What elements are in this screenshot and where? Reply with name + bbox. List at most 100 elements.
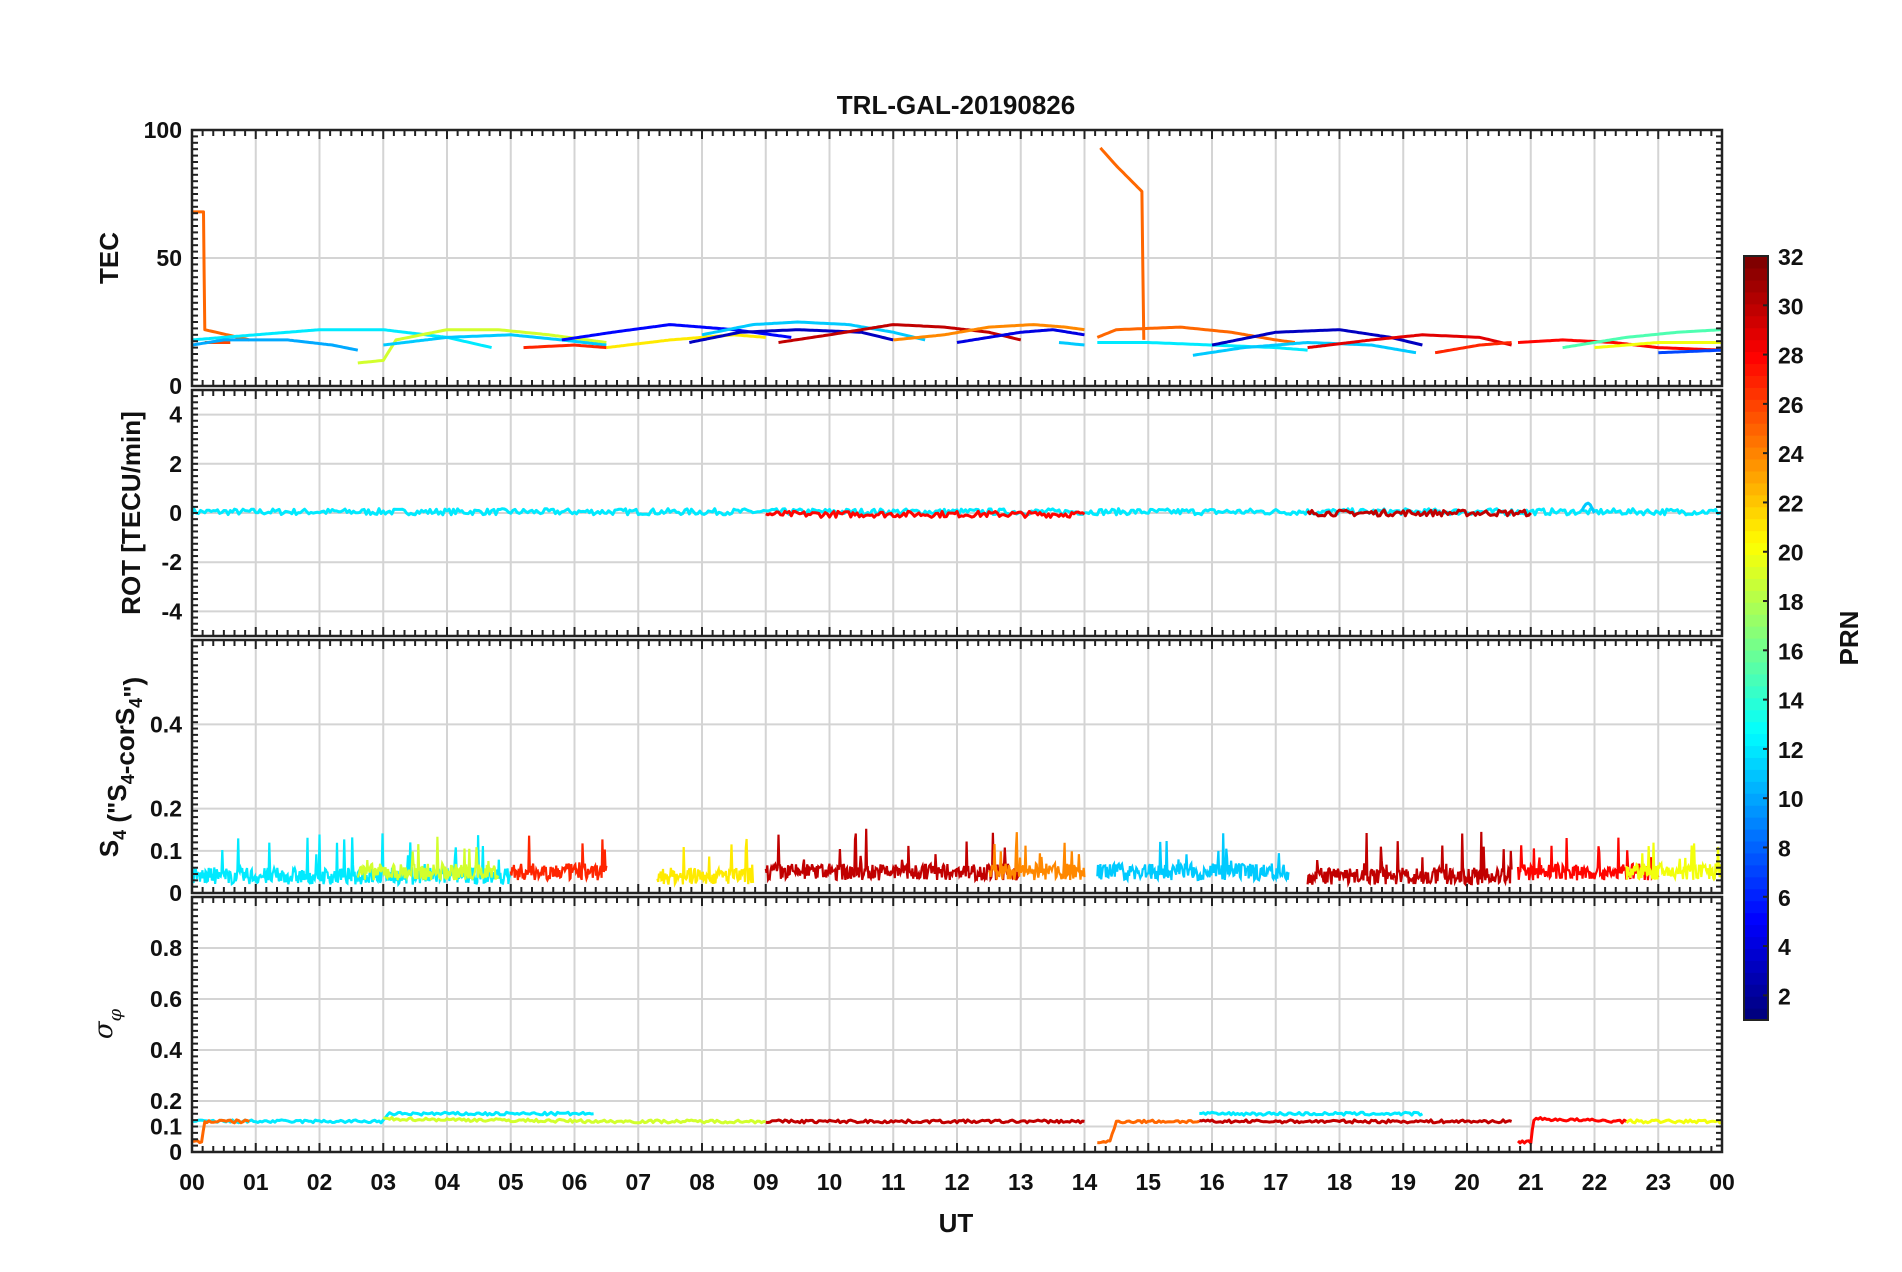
colorbar-segment xyxy=(1744,721,1768,735)
series-line-prn-27 xyxy=(523,343,607,350)
colorbar-segment xyxy=(1744,351,1768,365)
panels: 050100-4-202400.10.20.400.10.20.40.60.8T… xyxy=(89,117,1724,1165)
colorbar-tick-label: 10 xyxy=(1778,786,1804,812)
colorbar-segment xyxy=(1744,267,1768,281)
series-line-prn-11 xyxy=(701,320,926,342)
x-tick-label: 13 xyxy=(1008,1169,1034,1195)
x-tick-label: 21 xyxy=(1518,1169,1544,1195)
colorbar-segment xyxy=(1744,829,1768,842)
x-tick-label: 06 xyxy=(562,1169,588,1195)
colorbar-tick-label: 14 xyxy=(1778,688,1804,714)
colorbar-label: PRN xyxy=(1834,611,1864,666)
colorbar-segment xyxy=(1744,327,1768,341)
colorbar-segment xyxy=(1744,948,1768,961)
colorbar-segment xyxy=(1744,673,1768,687)
colorbar-segment xyxy=(1744,817,1768,830)
y-tick-label: 0.8 xyxy=(150,935,182,961)
colorbar-tick-label: 12 xyxy=(1778,737,1804,763)
y-tick-label: 100 xyxy=(144,117,182,143)
panel-4: 00.10.2 0.4 0.6 0.8 xyxy=(150,895,1724,1165)
x-tick-label: 09 xyxy=(753,1169,779,1195)
series-line-prn-11 xyxy=(1580,501,1596,514)
colorbar-tick-label: 18 xyxy=(1778,589,1804,615)
colorbar-segment xyxy=(1744,315,1768,329)
x-axis: 00 01 02 03 04 05 06 07 08 09 10 11 12 13 14 15 16 17 18 19… xyxy=(179,1169,1735,1195)
series-line-prn-20 xyxy=(1625,842,1722,882)
series-group xyxy=(192,501,1722,519)
series-group xyxy=(192,146,1722,365)
colorbar-segment xyxy=(1744,614,1768,627)
colorbar-segment xyxy=(1744,590,1768,603)
x-tick-label: 18 xyxy=(1327,1169,1353,1195)
series-line-prn-11 xyxy=(1192,341,1417,357)
colorbar-tick-label: 2 xyxy=(1778,983,1791,1009)
y-tick-label: 0.4 xyxy=(150,1037,182,1063)
series-line-prn-28 xyxy=(1517,338,1722,352)
series-line-prn-25 xyxy=(192,210,250,342)
colorbar-segment xyxy=(1744,542,1768,556)
colorbar-segment xyxy=(1744,709,1768,723)
colorbar-segment xyxy=(1744,447,1768,460)
colorbar-tick-label: 26 xyxy=(1778,392,1804,418)
colorbar-tick-label: 22 xyxy=(1778,490,1804,516)
colorbar-tick-label: 28 xyxy=(1778,343,1804,369)
colorbar-segment xyxy=(1744,578,1768,591)
panel-frame xyxy=(190,128,1724,388)
colorbar-segment xyxy=(1744,960,1768,973)
colorbar-segment xyxy=(1744,1008,1768,1021)
y-tick-label: -4 xyxy=(162,598,183,624)
colorbar-segment xyxy=(1744,494,1768,508)
x-tick-label: 19 xyxy=(1390,1169,1416,1195)
colorbar-segment xyxy=(1744,888,1768,902)
series-line-prn-25 xyxy=(1096,325,1296,344)
series-line-prn-30 xyxy=(1306,831,1513,888)
x-tick-label: 17 xyxy=(1263,1169,1289,1195)
x-tick-label: 12 xyxy=(944,1169,970,1195)
x-tick-label: 07 xyxy=(625,1169,651,1195)
colorbar-segment xyxy=(1744,626,1768,639)
x-axis-label: UT xyxy=(939,1208,974,1238)
series-line-prn-11 xyxy=(383,333,607,347)
colorbar-segment xyxy=(1744,864,1768,878)
y-axis-label-s4: S4 ("S4-corS4") xyxy=(94,677,148,857)
series-line-prn-28 xyxy=(1516,1116,1628,1145)
colorbar-segment xyxy=(1744,435,1768,448)
colorbar-segment xyxy=(1744,984,1768,997)
colorbar-segment xyxy=(1744,423,1768,436)
y-tick-label: 0.2 xyxy=(150,1088,182,1114)
colorbar-segment xyxy=(1744,972,1768,985)
colorbar-segment xyxy=(1744,303,1768,317)
colorbar-segment xyxy=(1744,291,1768,305)
series-line-prn-12 xyxy=(1097,341,1308,352)
y-tick-label: 0.2 xyxy=(150,796,182,822)
colorbar-segment xyxy=(1744,363,1768,376)
x-tick-label: 05 xyxy=(498,1169,524,1195)
colorbar-tick-label: 8 xyxy=(1778,835,1791,861)
colorbar-segment xyxy=(1744,566,1768,579)
y-tick-label: 0 xyxy=(169,500,182,526)
series-line-prn-25 xyxy=(1099,146,1146,340)
x-tick-label: 14 xyxy=(1072,1169,1098,1195)
colorbar-segment xyxy=(1744,470,1768,484)
x-tick-label: 02 xyxy=(307,1169,333,1195)
series-line-prn-28 xyxy=(765,509,1086,519)
series-line-prn-12 xyxy=(1199,1110,1424,1117)
colorbar-segment xyxy=(1744,745,1768,758)
y-tick-label: 0 xyxy=(169,1139,182,1165)
colorbar-tick-label: 16 xyxy=(1778,638,1804,664)
colorbar-segment xyxy=(1744,685,1768,699)
series-line-prn-21 xyxy=(606,333,766,350)
series-line-prn-25 xyxy=(192,1118,250,1145)
colorbar-segment xyxy=(1744,661,1768,675)
y-axis-label-sigma-phi: σφ xyxy=(89,1008,126,1039)
colorbar-segment xyxy=(1744,375,1768,388)
colorbar-segment xyxy=(1744,996,1768,1009)
panel-1: 0 50 100 xyxy=(144,117,1724,399)
colorbar-segment xyxy=(1744,482,1768,496)
series-line-prn-4 xyxy=(956,328,1085,344)
series-line-prn-29 xyxy=(1307,333,1512,350)
x-tick-label: 20 xyxy=(1454,1169,1480,1195)
series-line-prn-19 xyxy=(382,1116,766,1125)
panel-3: 0 0.1 0.2 0.4 xyxy=(150,638,1724,906)
